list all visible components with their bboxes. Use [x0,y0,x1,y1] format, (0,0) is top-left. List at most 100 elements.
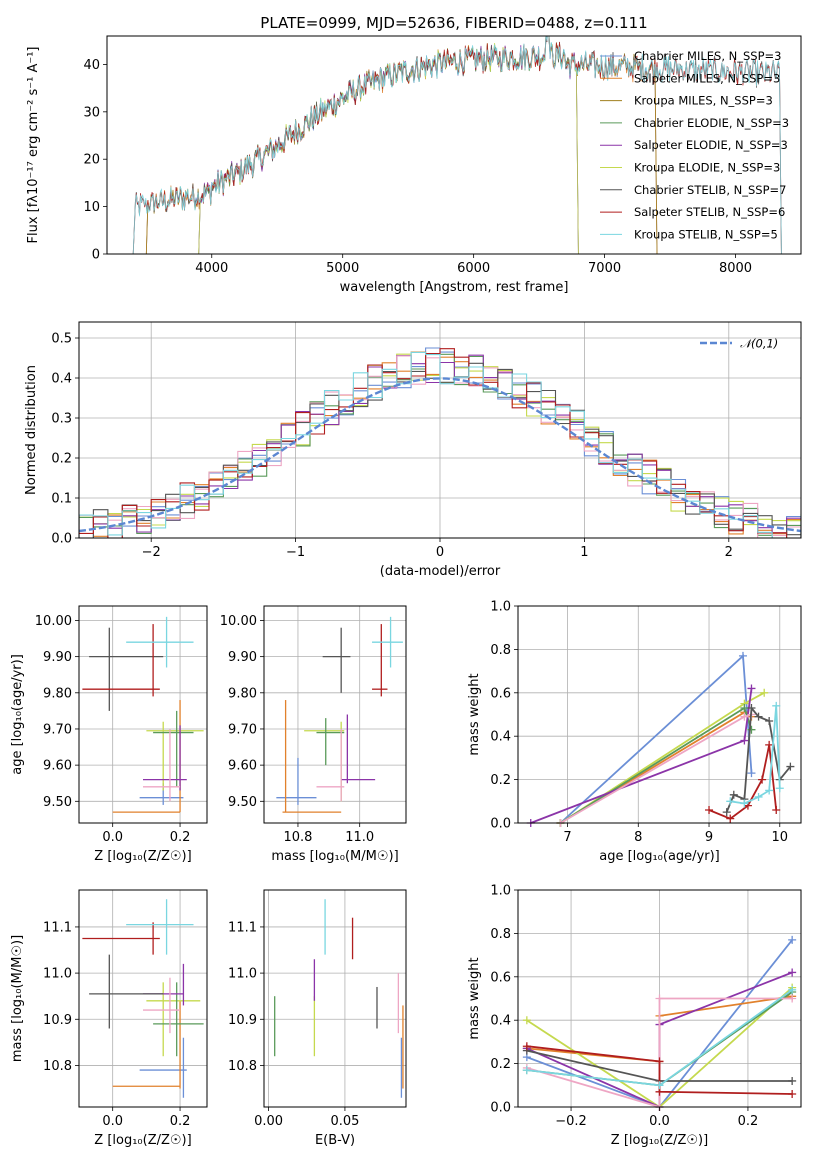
plot-area [274,899,404,1098]
y-tick-label: 0.5 [51,332,72,347]
y-tick-label: 9.90 [43,650,72,665]
errorbar-point [153,710,194,787]
weight-line [526,997,793,1109]
y-tick-label: 0.2 [490,773,511,788]
errorbar-point [89,954,164,1029]
x-axis-label: E(B-V) [315,1133,355,1148]
errorbar-point [126,899,194,955]
errorbar-point [372,616,403,668]
y-tick-label: 0.4 [51,372,72,387]
x-axis-label: age [log₁₀(age/yr)] [599,849,720,864]
spectrum-line [145,36,658,254]
weight-marker [722,808,731,817]
panel-3: 0.0 0.2 9.50 9.60 9.70 9.80 9.90 10.00 Z [log₁₀(… [10,605,208,864]
y-tick-label: 30 [83,105,100,120]
x-tick-label: 0.0 [649,1114,670,1129]
errorbar-point [126,616,194,668]
y-tick-label: 0.8 [490,643,511,658]
axes-frame [517,605,802,824]
weight-marker [726,797,735,806]
axes-frame [263,605,407,824]
errorbar-point [304,721,345,802]
panel-5: 7 8 9 10 0.0 0.2 0.4 0.6 0.8 1.0 age [log₁₀(age/yr… [467,600,802,864]
x-axis-label: wavelength [Angstrom, rest frame] [340,280,569,295]
weight-marker [788,935,797,944]
y-axis-label: mass weight [467,957,482,1039]
y-tick-label: 0 [92,248,100,263]
y-tick-label: 40 [83,58,100,73]
errorbar-point [282,700,342,813]
axes-frame [263,889,407,1108]
legend-label: Chabrier STELIB, N_SSP=7 [634,183,786,197]
y-tick-label: 0.4 [490,730,511,745]
spectrum-line [132,36,782,254]
errorbar-point [276,757,317,805]
y-tick-label: 10.9 [228,1013,257,1028]
weight-marker [655,994,664,1003]
y-tick-label: 0.8 [490,927,511,942]
axes-frame [517,889,802,1108]
errorbar-point [341,714,376,784]
weight-marker [772,805,781,814]
x-tick-label: 0.2 [170,1114,191,1129]
weight-marker [765,786,774,795]
legend-label: Kroupa MILES, N_SSP=3 [634,94,773,108]
legend-label: Chabrier MILES, N_SSP=3 [634,49,781,63]
x-tick-label: 10.8 [283,830,312,845]
x-axis-label: Z [log₁₀(Z/Z☉)] [94,849,191,864]
x-tick-label: 2 [725,545,733,560]
weight-marker [738,651,747,660]
y-tick-label: 9.70 [228,722,257,737]
y-tick-label: 9.50 [43,795,72,810]
weight-marker [740,703,749,712]
chart-title: PLATE=0999, MJD=52636, FIBERID=0488, z=0… [260,14,647,32]
y-tick-label: 9.50 [228,795,257,810]
plot-area [526,651,795,827]
y-tick-label: 9.90 [228,650,257,665]
plot-area [82,899,204,1098]
weight-marker [747,769,756,778]
y-tick-label: 0.2 [51,452,72,467]
y-axis-label: mass [log₁₀(M/M☉)] [10,935,25,1062]
weight-line [725,705,792,813]
panel-7: 0.00 0.05 10.8 10.9 11.0 11.1 E(B-V) [228,889,407,1148]
y-axis-label: age [log₁₀(age/yr)] [10,654,25,775]
y-tick-label: 10.00 [220,614,257,629]
y-tick-label: 10.8 [228,1059,257,1074]
x-tick-label: 10 [772,830,789,845]
legend-label: Salpeter MILES, N_SSP=3 [634,71,780,85]
weight-marker [747,703,756,712]
weight-line [526,1045,793,1095]
plot-area [276,616,403,813]
plot-area [82,616,204,813]
axes-frame [78,605,208,824]
y-axis-label: Flux [fλ10⁻¹⁷ erg cm⁻² s⁻¹ A⁻¹] [26,47,41,244]
y-axis-label: Normed distribution [24,365,39,495]
histogram-series [79,351,801,538]
y-tick-label: 0.6 [490,686,511,701]
y-tick-label: 0.0 [490,817,511,832]
x-tick-label: 0.2 [738,1114,759,1129]
weight-marker [740,712,749,721]
legend-label: Kroupa STELIB, N_SSP=5 [634,227,778,241]
y-tick-label: 0.1 [51,492,72,507]
x-axis-label: Z [log₁₀(Z/Z☉)] [94,1133,191,1148]
y-tick-label: 9.80 [228,686,257,701]
x-tick-label: −1 [286,545,305,560]
axes-frame [78,889,208,1108]
weight-marker [522,1042,531,1051]
y-tick-label: 9.60 [43,759,72,774]
y-tick-label: 0.4 [490,1014,511,1029]
x-tick-label: 9 [705,830,713,845]
x-axis-label: Z [log₁₀(Z/Z☉)] [611,1133,708,1148]
weight-marker [775,784,784,793]
x-tick-label: 11.0 [345,830,374,845]
weight-marker [765,717,774,726]
x-tick-label: 6000 [457,261,490,276]
spectrum-line [145,36,658,254]
errorbar-point [146,982,201,1057]
y-tick-label: 11.0 [228,967,257,982]
weight-marker [522,1066,531,1075]
y-tick-label: 1.0 [490,600,511,615]
